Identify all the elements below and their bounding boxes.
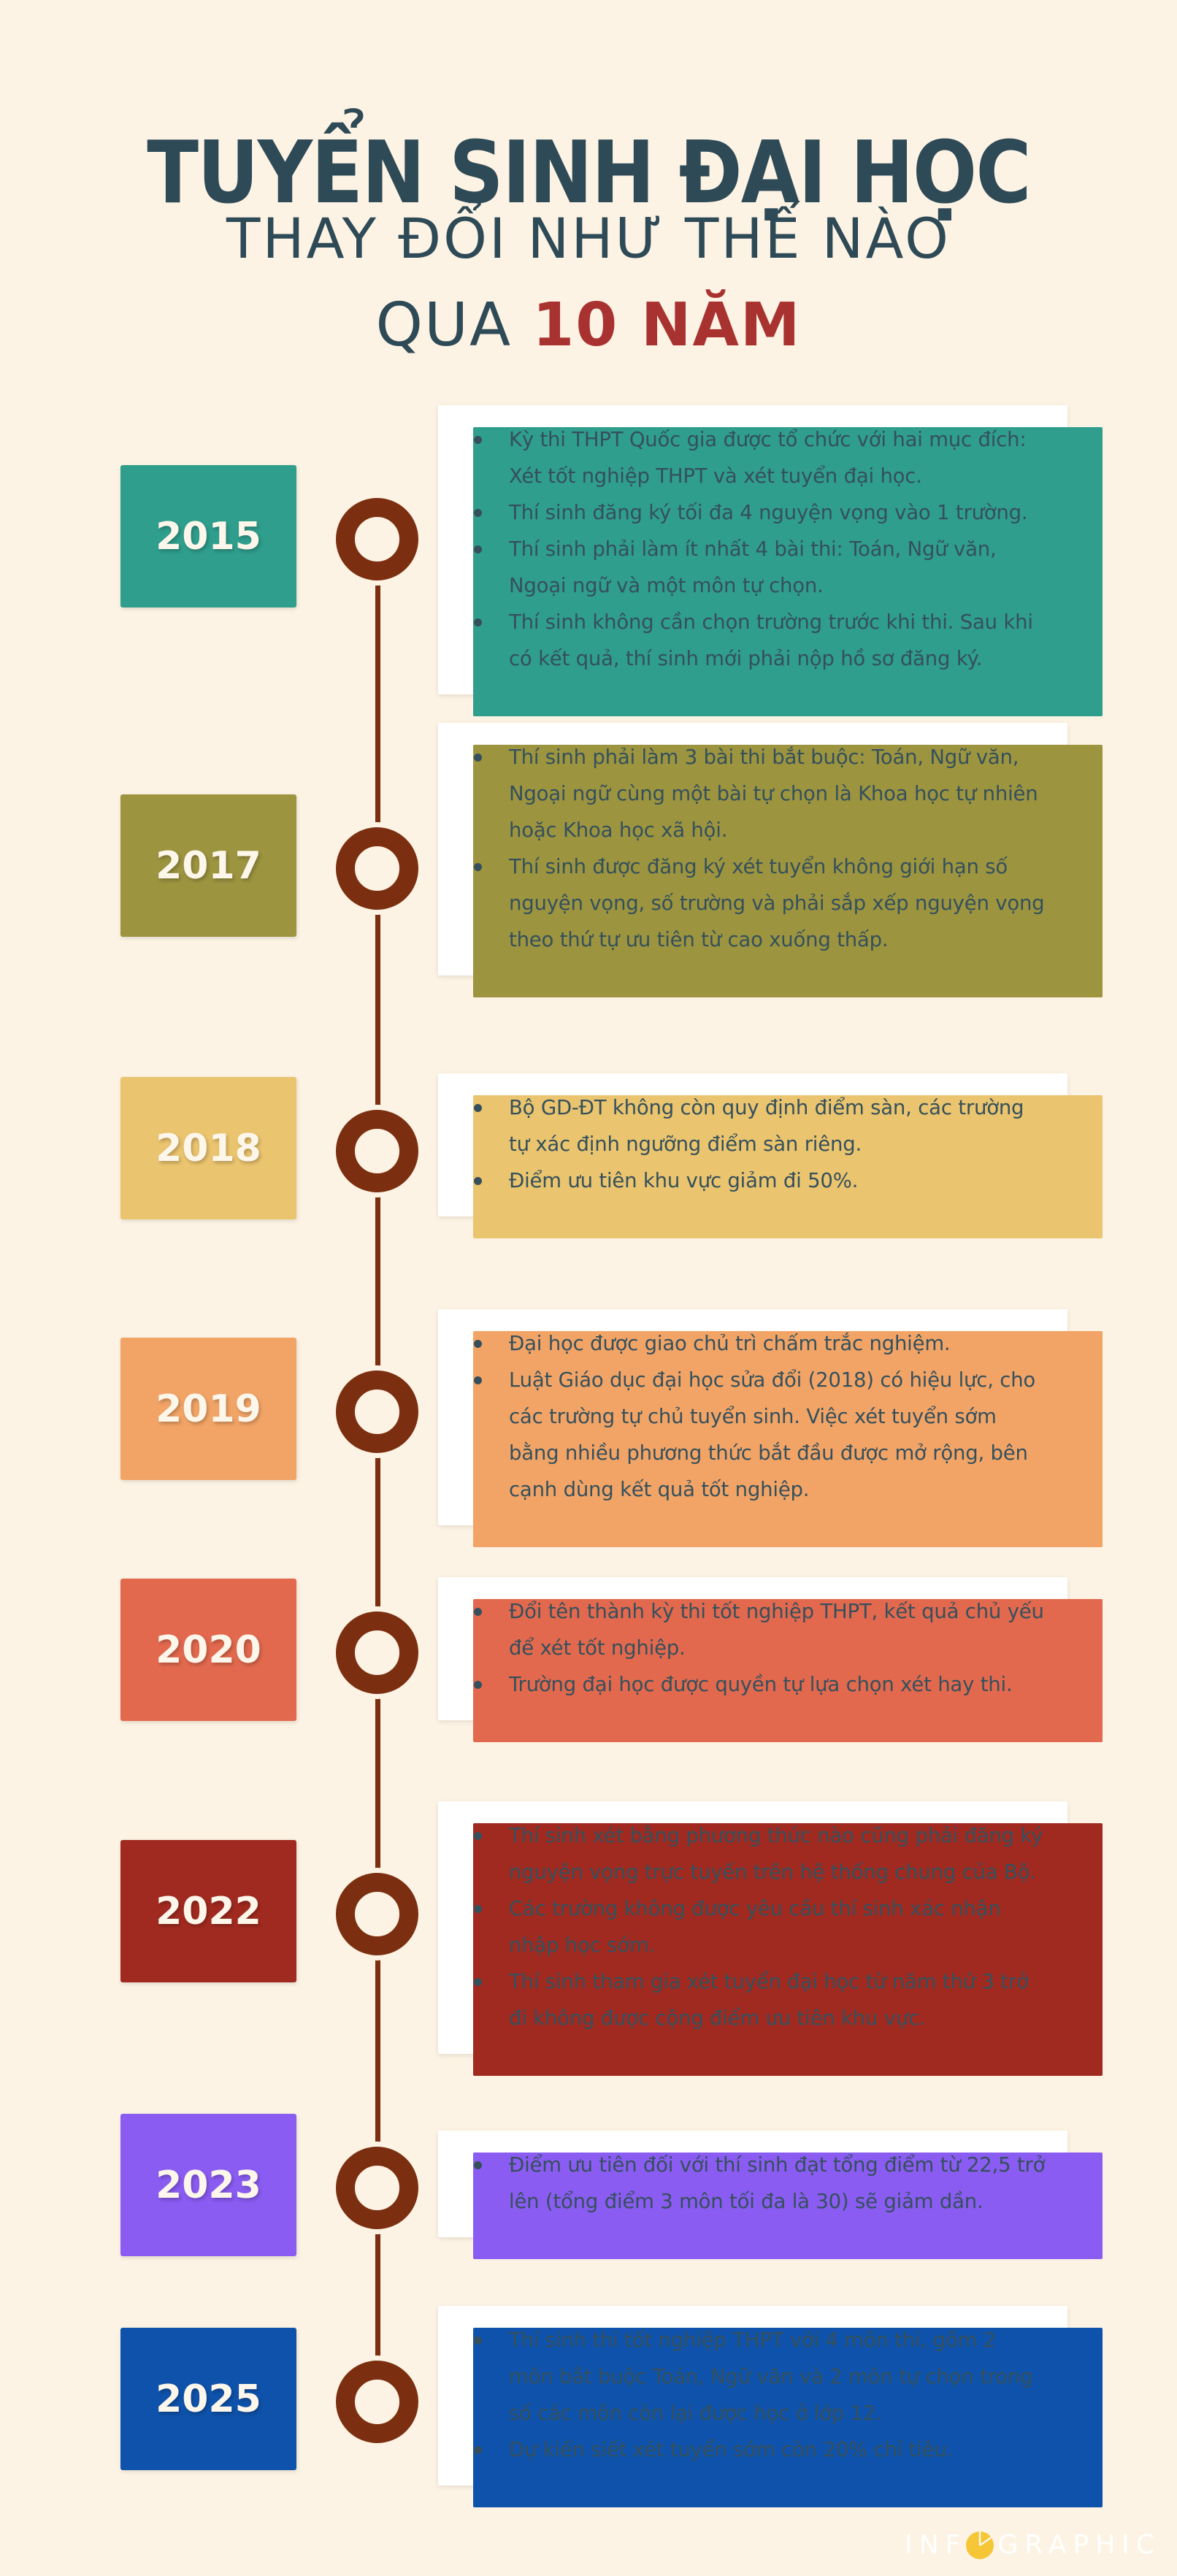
entry-card: Bộ GD-ĐT không còn quy định điểm sàn, cá… [438, 1073, 1067, 1216]
pie-chart-icon [966, 2531, 994, 2559]
entry-card: Thí sinh xét bằng phương thức nào cũng p… [438, 1801, 1067, 2054]
timeline-bullet: Thí sinh tham gia xét tuyển đại học từ n… [471, 1963, 1046, 2036]
timeline-bullet: Điểm ưu tiên khu vực giảm đi 50%. [471, 1162, 1046, 1199]
timeline-bullet: Thí sinh xét bằng phương thức nào cũng p… [471, 1817, 1046, 1890]
timeline-ring-marker [336, 1873, 418, 1955]
entry-bullet-list: Điểm ưu tiên đối với thí sinh đạt tổng đ… [471, 2147, 1046, 2220]
timeline-bullet: Thí sinh phải làm ít nhất 4 bài thi: Toá… [471, 531, 1046, 604]
timeline-ring-marker [336, 2361, 418, 2443]
timeline-bullet: Thí sinh không cần chọn trường trước khi… [471, 604, 1046, 677]
timeline-ring-marker [336, 1371, 418, 1453]
timeline-ring-marker [336, 827, 418, 910]
timeline-bullet: Luật Giáo dục đại học sửa đổi (2018) có … [471, 1362, 1046, 1508]
entry-card: Đổi tên thành kỳ thi tốt nghiệp THPT, kế… [438, 1577, 1067, 1720]
page-title: TUYỂN SINH ĐẠI HỌC [147, 122, 1031, 223]
timeline-bullet: Đại học được giao chủ trì chấm trắc nghi… [471, 1325, 1046, 1362]
timeline-bullet: Thí sinh đăng ký tối đa 4 nguyện vọng và… [471, 494, 1046, 531]
timeline-bullet: Các trường không được yêu cầu thí sinh x… [471, 1890, 1046, 1963]
year-label: 2017 [156, 843, 261, 888]
timeline-spine [375, 537, 380, 2399]
page-subtitle-line2: QUA 10 NĂM [0, 291, 1177, 360]
year-label: 2018 [156, 1126, 261, 1170]
subtitle-prefix: QUA [375, 291, 533, 360]
year-label: 2022 [156, 1889, 261, 1933]
timeline-bullet: Thí sinh được đăng ký xét tuyển không gi… [471, 848, 1046, 958]
year-label: 2023 [156, 2163, 261, 2207]
entry-card: Kỳ thi THPT Quốc gia được tổ chức với ha… [438, 405, 1067, 694]
year-badge: 2023 [120, 2114, 296, 2256]
entry-bullet-list: Kỳ thi THPT Quốc gia được tổ chức với ha… [471, 421, 1046, 677]
watermark-suffix: GRAPHIC [997, 2530, 1161, 2560]
subtitle-highlight: 10 NĂM [532, 291, 802, 360]
page-subtitle: THAY ĐỔI NHƯ THẾ NÀO [226, 206, 951, 271]
timeline-ring-marker [336, 2147, 418, 2229]
timeline-entry-2015: 2015 Kỳ thi THPT Quốc gia được tổ chức v… [0, 405, 1177, 694]
entry-card: Thí sinh phải làm 3 bài thi bắt buộc: To… [438, 723, 1067, 975]
year-label: 2020 [156, 1628, 261, 1672]
timeline-bullet: Dự kiến siết xét tuyển sớm còn 20% chỉ t… [471, 2431, 1046, 2468]
timeline-ring-marker [336, 1611, 418, 1694]
timeline-entry-2020: 2020 Đổi tên thành kỳ thi tốt nghiệp THP… [0, 1577, 1177, 1721]
timeline-bullet: Trường đại học được quyền tự lựa chọn xé… [471, 1666, 1046, 1703]
year-badge: 2017 [120, 794, 296, 937]
timeline-bullet: Thí sinh thi tốt nghiệp THPT với 4 môn t… [471, 2322, 1046, 2431]
timeline-bullet: Thí sinh phải làm 3 bài thi bắt buộc: To… [471, 739, 1046, 848]
year-label: 2015 [156, 514, 261, 559]
timeline-ring-marker [336, 498, 418, 580]
timeline-ring-marker [336, 1110, 418, 1192]
timeline-entry-2023: 2023 Điểm ưu tiên đối với thí sinh đạt t… [0, 2114, 1177, 2256]
entry-bullet-list: Thí sinh xét bằng phương thức nào cũng p… [471, 1817, 1046, 2036]
year-badge: 2019 [120, 1338, 296, 1480]
entry-bullet-list: Đổi tên thành kỳ thi tốt nghiệp THPT, kế… [471, 1593, 1046, 1703]
timeline-entry-2017: 2017 Thí sinh phải làm 3 bài thi bắt buộ… [0, 723, 1177, 975]
timeline-entry-2025: 2025 Thí sinh thi tốt nghiệp THPT với 4 … [0, 2306, 1177, 2485]
timeline-entry-2022: 2022 Thí sinh xét bằng phương thức nào c… [0, 1801, 1177, 2054]
timeline-entry-2018: 2018 Bộ GD-ĐT không còn quy định điểm sà… [0, 1073, 1177, 1219]
entry-bullet-list: Bộ GD-ĐT không còn quy định điểm sàn, cá… [471, 1089, 1046, 1199]
entry-bullet-list: Thí sinh phải làm 3 bài thi bắt buộc: To… [471, 739, 1046, 958]
timeline-bullet: Điểm ưu tiên đối với thí sinh đạt tổng đ… [471, 2147, 1046, 2220]
entry-card: Đại học được giao chủ trì chấm trắc nghi… [438, 1309, 1067, 1525]
entry-bullet-list: Đại học được giao chủ trì chấm trắc nghi… [471, 1325, 1046, 1508]
year-badge: 2018 [120, 1077, 296, 1219]
timeline-bullet: Đổi tên thành kỳ thi tốt nghiệp THPT, kế… [471, 1593, 1046, 1666]
timeline-bullet: Kỳ thi THPT Quốc gia được tổ chức với ha… [471, 421, 1046, 494]
timeline-bullet: Bộ GD-ĐT không còn quy định điểm sàn, cá… [471, 1089, 1046, 1162]
year-label: 2025 [156, 2377, 261, 2421]
year-label: 2019 [156, 1387, 261, 1431]
timeline-entry-2019: 2019 Đại học được giao chủ trì chấm trắc… [0, 1309, 1177, 1525]
watermark: INF GRAPHIC [905, 2530, 1161, 2560]
year-badge: 2022 [120, 1840, 296, 1982]
year-badge: 2025 [120, 2328, 296, 2470]
entry-card: Điểm ưu tiên đối với thí sinh đạt tổng đ… [438, 2131, 1067, 2237]
entry-card: Thí sinh thi tốt nghiệp THPT với 4 môn t… [438, 2306, 1067, 2485]
year-badge: 2015 [120, 465, 296, 607]
year-badge: 2020 [120, 1579, 296, 1721]
entry-bullet-list: Thí sinh thi tốt nghiệp THPT với 4 môn t… [471, 2322, 1046, 2468]
watermark-prefix: INF [905, 2530, 967, 2560]
